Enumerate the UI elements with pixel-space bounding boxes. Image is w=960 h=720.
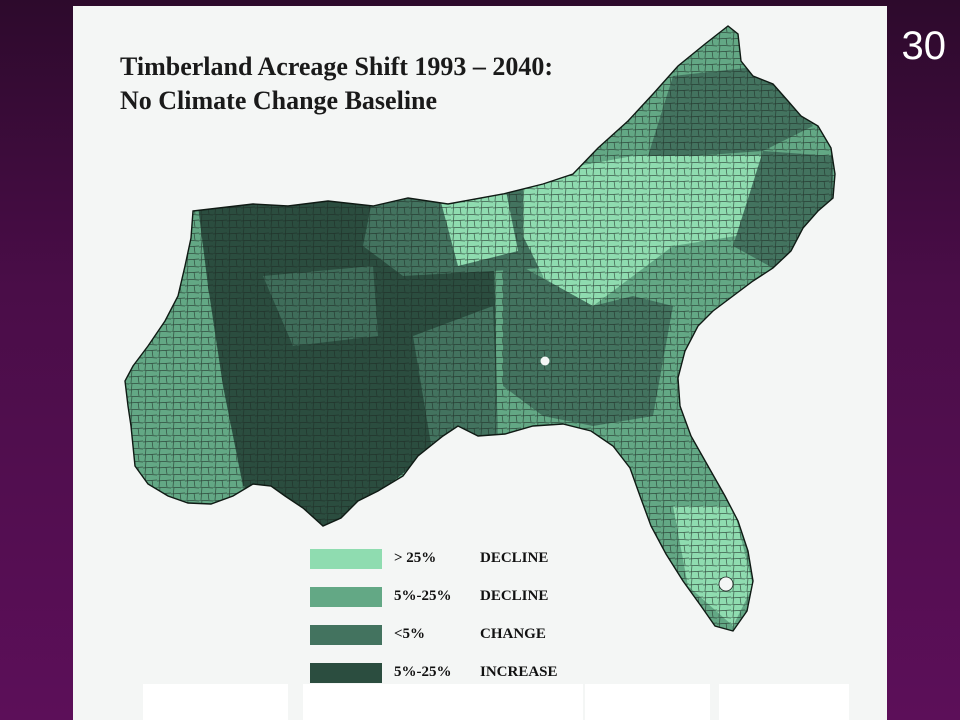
map-title-line-1: Timberland Acreage Shift 1993 – 2040: xyxy=(120,52,554,81)
legend-item-large-decline: > 25% DECLINE xyxy=(310,549,610,569)
legend-range: 5%-25% xyxy=(394,664,452,680)
legend-swatch-large-decline xyxy=(310,549,382,569)
legend-label: INCREASE xyxy=(480,664,558,680)
map-panel: Timberland Acreage Shift 1993 – 2040: No… xyxy=(73,6,887,720)
map-title: Timberland Acreage Shift 1993 – 2040: No… xyxy=(120,50,553,118)
legend-label: DECLINE xyxy=(480,588,549,604)
legend-label: DECLINE xyxy=(480,550,549,566)
legend-label: CHANGE xyxy=(480,626,546,642)
footer-box xyxy=(585,684,710,720)
footer-box xyxy=(719,684,849,720)
slide-number: 30 xyxy=(901,24,947,68)
city-gap-lake-okeechobee xyxy=(718,576,734,592)
footer-box xyxy=(143,684,288,720)
footer-box xyxy=(303,684,583,720)
legend-range: 5%-25% xyxy=(394,588,452,604)
legend-item-increase: 5%-25% INCREASE xyxy=(310,663,610,683)
legend-item-no-change: <5% CHANGE xyxy=(310,625,610,645)
legend-swatch-increase xyxy=(310,663,382,683)
legend-swatch-no-change xyxy=(310,625,382,645)
legend-item-decline: 5%-25% DECLINE xyxy=(310,587,610,607)
timberland-map xyxy=(124,25,836,632)
city-gap-macon xyxy=(540,356,550,366)
legend-range: > 25% xyxy=(394,550,437,566)
legend-swatch-decline xyxy=(310,587,382,607)
map-title-line-2: No Climate Change Baseline xyxy=(120,86,438,115)
legend-range: <5% xyxy=(394,626,426,642)
